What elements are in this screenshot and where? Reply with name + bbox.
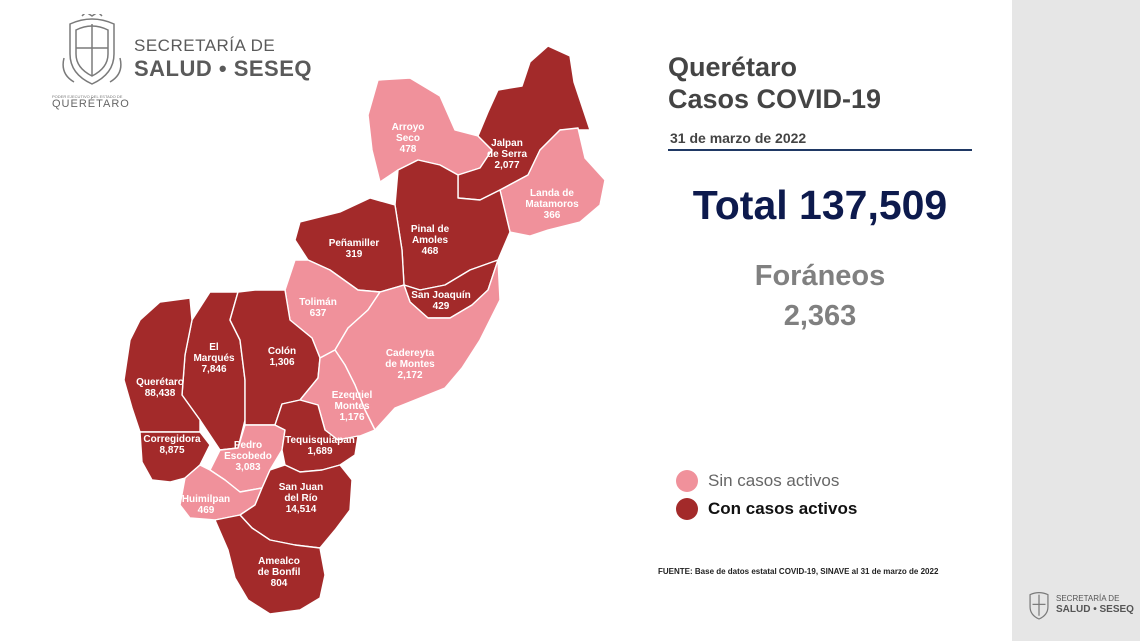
- case-count: 319: [346, 249, 363, 260]
- municipality-name: Landa de: [530, 188, 574, 199]
- municipality-name: Huimilpan: [182, 494, 230, 505]
- queretaro-map: Arroyo Seco 478 Jalpan de Serra 2,077 Landa de…: [123, 45, 606, 615]
- label-pinal-de-amoles: Pinal de Amoles 468: [411, 224, 450, 257]
- municipality-name: de Bonfil: [258, 567, 301, 578]
- case-count: 1,306: [269, 357, 294, 368]
- municipality-name: Colón: [268, 346, 296, 357]
- municipality-name: Amealco: [258, 556, 300, 567]
- case-count: 429: [433, 301, 450, 312]
- label-colon: Colón 1,306: [268, 346, 296, 368]
- case-count: 88,438: [145, 388, 176, 399]
- footer-logo: SECRETARÍA DE SALUD • SESEQ: [1024, 588, 1136, 632]
- municipality-landa-de-matamoros[interactable]: [499, 127, 606, 237]
- active-dot-icon: [676, 498, 698, 520]
- label-queretaro: Querétaro 88,438: [136, 377, 184, 399]
- case-count: 7,846: [201, 364, 226, 375]
- case-count: 804: [271, 578, 288, 589]
- source-note: FUENTE: Base de datos estatal COVID-19, …: [658, 567, 939, 576]
- municipality-name: Seco: [396, 133, 420, 144]
- title-cases: Casos COVID-19: [668, 84, 882, 114]
- municipality-name: Arroyo: [392, 122, 425, 133]
- municipality-name: Peñamiller: [329, 238, 380, 249]
- municipality-name: del Río: [284, 493, 317, 504]
- report-date: 31 de marzo de 2022: [670, 130, 807, 146]
- label-tequisquiapan: Tequisquiapan 1,689: [285, 435, 355, 457]
- case-count: 637: [310, 308, 327, 319]
- label-san-juan-del-rio: San Juan del Río 14,514: [279, 482, 323, 515]
- inactive-dot-icon: [676, 470, 698, 492]
- label-huimilpan: Huimilpan 469: [182, 494, 230, 516]
- municipality-name: El: [209, 342, 219, 353]
- label-cadereyta-de-montes: Cadereyta de Montes 2,172: [385, 348, 435, 381]
- label-corregidora: Corregidora 8,875: [143, 434, 201, 456]
- org-name-line2: SALUD • SESEQ: [134, 56, 313, 81]
- side-strip: [1012, 0, 1140, 641]
- case-count: 2,077: [494, 160, 519, 171]
- municipality-name: Escobedo: [224, 451, 272, 462]
- label-penamiller: Peñamiller 319: [329, 238, 380, 260]
- legend-label-active: Con casos activos: [708, 499, 858, 518]
- municipality-name: Tolimán: [299, 297, 337, 308]
- case-count: 468: [422, 246, 439, 257]
- total-cases: Total 137,509: [692, 182, 948, 228]
- municipality-name: Amoles: [412, 235, 449, 246]
- case-count: 2,172: [397, 370, 422, 381]
- municipality-name: Cadereyta: [386, 348, 435, 359]
- case-count: 478: [400, 144, 417, 155]
- org-name-line1: SECRETARÍA DE: [134, 36, 276, 55]
- label-jalpan-de-serra: Jalpan de Serra 2,077: [487, 138, 527, 171]
- municipality-name: de Serra: [487, 149, 527, 160]
- municipality-name: Pedro: [234, 440, 262, 451]
- label-toliman: Tolimán 637: [299, 297, 337, 319]
- label-amealco-de-bonfil: Amealco de Bonfil 804: [258, 556, 301, 589]
- case-count: 14,514: [286, 504, 317, 515]
- title-state: Querétaro: [668, 52, 798, 82]
- case-count: 366: [544, 210, 561, 221]
- foraneos-value: 2,363: [783, 300, 857, 332]
- label-arroyo-seco: Arroyo Seco 478: [392, 122, 425, 155]
- case-count: 3,083: [235, 462, 260, 473]
- municipality-name: Marqués: [193, 353, 235, 364]
- case-count: 1,176: [339, 412, 364, 423]
- state-name: QUERÉTARO: [52, 98, 130, 110]
- municipality-name: San Joaquín: [411, 290, 470, 301]
- label-san-joaquin: San Joaquín 429: [411, 290, 470, 312]
- municipality-name: Pinal de: [411, 224, 450, 235]
- label-ezequiel-montes: Ezequiel Montes 1,176: [332, 390, 373, 423]
- label-landa-de-matamoros: Landa de Matamoros 366: [525, 188, 579, 221]
- municipality-name: Tequisquiapan: [285, 435, 355, 446]
- municipality-name: Jalpan: [491, 138, 523, 149]
- footer-org-line2: SALUD • SESEQ: [1056, 604, 1134, 615]
- case-count: 469: [198, 505, 215, 516]
- legend-label-inactive: Sin casos activos: [708, 471, 840, 490]
- case-count: 8,875: [159, 445, 184, 456]
- municipality-name: Querétaro: [136, 377, 184, 388]
- seseq-logo: SECRETARÍA DE SALUD • SESEQ PODER EJECUT…: [52, 14, 352, 110]
- municipality-amealco-de-bonfil[interactable]: [214, 514, 326, 615]
- label-el-marques: El Marqués 7,846: [193, 342, 235, 375]
- org-small-text: PODER EJECUTIVO DEL ESTADO DE: [52, 94, 123, 99]
- title-divider: [668, 149, 972, 151]
- municipality-name: Montes: [335, 401, 370, 412]
- municipality-name: Ezequiel: [332, 390, 373, 401]
- coat-of-arms-small-icon: [1029, 591, 1049, 620]
- municipality-name: de Montes: [385, 359, 435, 370]
- municipality-name: Matamoros: [525, 199, 579, 210]
- coat-of-arms-icon: [62, 14, 122, 85]
- footer-org-line1: SECRETARÍA DE: [1056, 594, 1120, 603]
- foraneos-label: Foráneos: [754, 260, 886, 292]
- municipality-name: San Juan: [279, 482, 323, 493]
- label-pedro-escobedo: Pedro Escobedo 3,083: [224, 440, 272, 473]
- case-count: 1,689: [307, 446, 332, 457]
- municipality-name: Corregidora: [143, 434, 201, 445]
